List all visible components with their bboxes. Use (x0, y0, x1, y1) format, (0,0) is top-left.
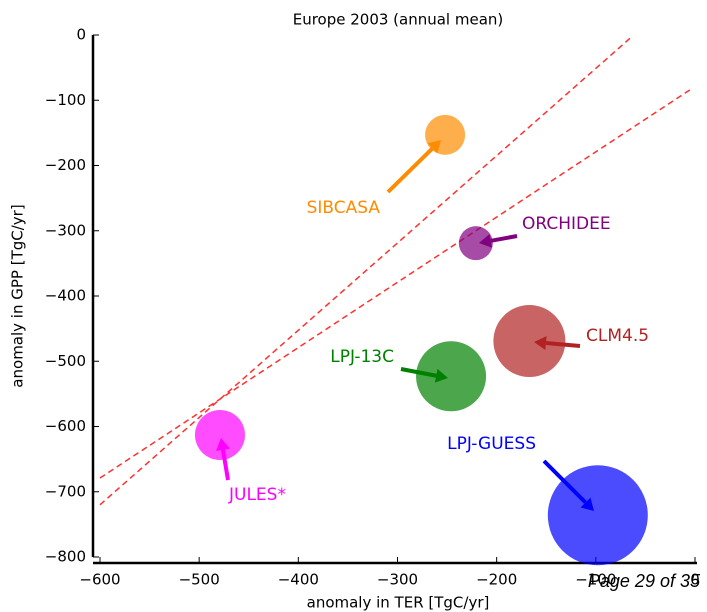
y-tick-label: −100 (45, 91, 86, 109)
annotation-label: LPJ-13C (330, 347, 394, 367)
x-tick-label: −200 (476, 571, 517, 589)
arrow-shaft (490, 234, 518, 243)
x-axis-label: anomaly in TER [TgC/yr] (307, 594, 490, 612)
x-tick-label: −500 (179, 571, 220, 589)
bubble (416, 341, 487, 412)
chart-title: Europe 2003 (annual mean) (293, 11, 504, 29)
y-tick-label: −500 (45, 352, 86, 370)
arrow-head (534, 336, 547, 351)
y-tick-label: −700 (45, 482, 86, 500)
arrow-head (479, 233, 493, 248)
page-footer: Page 29 of 35 (588, 571, 701, 591)
y-axis-label: anomaly in GPP [TgC/yr] (9, 204, 27, 387)
arrow-shaft (400, 367, 437, 378)
arrow-head (434, 368, 448, 383)
arrow-shaft (542, 459, 587, 504)
y-tick-label: −600 (45, 417, 86, 435)
x-tick-label: −400 (278, 571, 319, 589)
arrow-shaft (221, 449, 230, 481)
x-tick-label: −600 (79, 571, 120, 589)
annotation-label: ORCHIDEE (522, 214, 611, 234)
y-tick-label: −400 (45, 287, 86, 305)
annotation-label: CLM4.5 (586, 326, 649, 346)
x-tick-label: 0 (690, 571, 700, 589)
y-tick-label: −200 (45, 156, 86, 174)
arrow-head (580, 497, 594, 511)
annotation-label: SIBCASA (307, 198, 381, 218)
annotation-label: LPJ-GUESS (447, 434, 536, 454)
y-tick-label: −800 (45, 548, 86, 566)
bubble (194, 409, 245, 460)
annotation-label: JULES* (228, 485, 286, 505)
arrow-head (427, 140, 441, 154)
bubble (493, 305, 566, 378)
y-tick-label: −300 (45, 221, 86, 239)
arrow-head (216, 438, 230, 451)
arrow-shaft (386, 146, 434, 194)
reference-line (99, 89, 691, 479)
bubble (458, 226, 493, 261)
y-tick-label: 0 (76, 26, 86, 44)
x-tick-label: −100 (575, 571, 616, 589)
reference-line (99, 36, 633, 506)
x-tick-label: −300 (377, 571, 418, 589)
arrow-shaft (545, 341, 581, 348)
